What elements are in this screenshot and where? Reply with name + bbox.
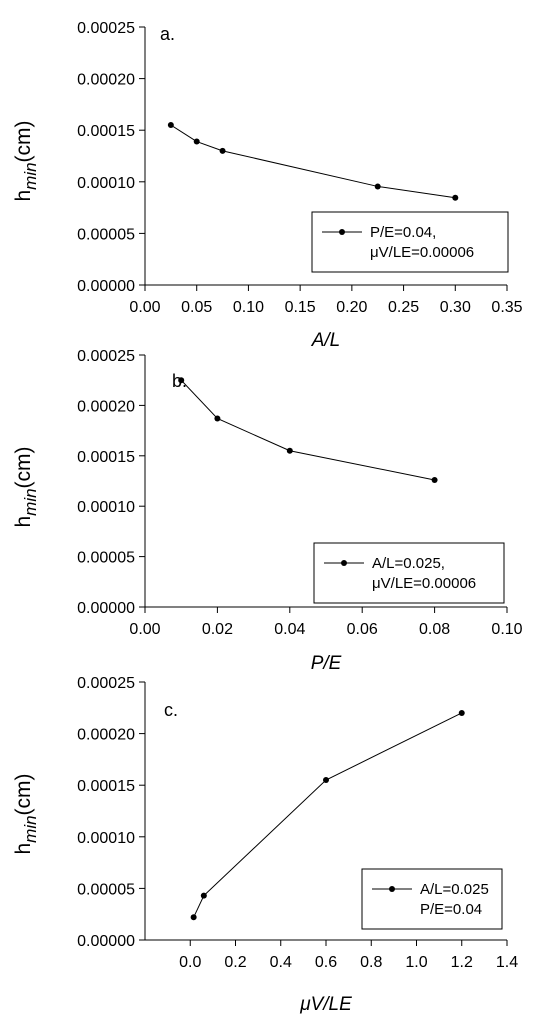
legend-label: μV/LE=0.00006	[372, 575, 476, 592]
series-line	[180, 379, 435, 481]
data-point	[178, 377, 185, 384]
data-point	[431, 476, 438, 483]
legend-label: A/L=0.025	[420, 881, 489, 898]
y-tick-label: 0.00020	[77, 398, 135, 415]
y-tick-label: 0.00000	[77, 600, 135, 617]
x-tick-label: 0.15	[285, 299, 316, 316]
chart-panel-3: 0.00000 0.00005 0.00010 0.00015 0.00020 0.000…	[12, 675, 518, 1015]
x-tick-label: 0.20	[336, 299, 367, 316]
x-tick-label: 0.06	[347, 621, 378, 638]
panel-label: c.	[164, 700, 178, 720]
y-tick-label: 0.00015	[77, 778, 135, 795]
y-tick-label: 0.00010	[77, 499, 135, 516]
legend: A/L=0.025, μV/LE=0.00006	[313, 542, 505, 604]
x-tick-label: 0.25	[388, 299, 419, 316]
data-point	[374, 183, 381, 190]
x-axis-title: μV/LE	[299, 994, 352, 1015]
x-tick-label: 0.2	[224, 954, 246, 971]
x-axis-title: A/L	[311, 330, 341, 351]
legend-box	[311, 211, 509, 273]
y-tick-label: 0.00025	[77, 20, 135, 37]
x-tick-label: 0.10	[233, 299, 264, 316]
x-tick-label: 0.08	[419, 621, 450, 638]
data-point	[219, 147, 226, 154]
x-tick-label: 1.0	[405, 954, 427, 971]
legend-box	[361, 868, 503, 930]
x-tick-label: 0.05	[181, 299, 212, 316]
x-tick-label: 0.8	[360, 954, 382, 971]
y-tick-label: 0.00020	[77, 727, 135, 744]
data-point	[190, 914, 197, 921]
x-tick-label: 0.04	[274, 621, 305, 638]
legend-label: P/E=0.04,	[370, 224, 436, 241]
y-tick-label: 0.00005	[77, 226, 135, 243]
x-tick-label: 1.4	[496, 954, 518, 971]
y-axis-title: hmin(cm)	[12, 773, 40, 854]
chart-panel-2: 0.000000.000050.000100.000150.000200.000…	[12, 348, 523, 674]
y-tick-label: 0.00025	[77, 675, 135, 692]
data-point	[167, 122, 174, 129]
x-tick-label: 0.10	[491, 621, 522, 638]
x-tick-label: 0.0	[179, 954, 201, 971]
x-tick-label: 0.35	[491, 299, 522, 316]
y-tick-label: 0.00000	[77, 278, 135, 295]
legend: A/L=0.025 P/E=0.04	[361, 868, 503, 930]
legend: P/E=0.04, μV/LE=0.00006	[311, 211, 509, 273]
legend-box	[313, 542, 505, 604]
data-point	[452, 194, 459, 201]
x-tick-label: 0.00	[129, 299, 160, 316]
y-tick-label: 0.00025	[77, 348, 135, 365]
data-point	[200, 892, 207, 899]
series-line	[193, 712, 462, 918]
legend-label: P/E=0.04	[420, 901, 482, 918]
y-tick-label: 0.00010	[77, 830, 135, 847]
legend-marker	[389, 886, 395, 892]
x-tick-label: 0.00	[129, 621, 160, 638]
x-tick-label: 0.6	[315, 954, 337, 971]
chart-panel-1: 0.000000.000050.000100.000150.000200.000…	[12, 20, 523, 351]
y-tick-label: 0.00015	[77, 123, 135, 140]
panel-label: a.	[160, 24, 175, 44]
data-point	[193, 138, 200, 145]
y-tick-label: 0.00005	[77, 550, 135, 567]
data-point	[214, 415, 221, 422]
y-tick-label: 0.00010	[77, 175, 135, 192]
x-tick-label: 0.30	[440, 299, 471, 316]
data-point	[323, 777, 329, 784]
legend-marker	[339, 229, 345, 235]
legend-marker	[341, 560, 347, 566]
legend-label: A/L=0.025,	[372, 555, 445, 572]
series-line	[170, 124, 456, 199]
legend-label: μV/LE=0.00006	[370, 244, 474, 261]
y-axis-title: hmin(cm)	[12, 446, 40, 527]
data-point	[458, 709, 465, 716]
x-tick-label: 0.02	[202, 621, 233, 638]
x-tick-label: 0.4	[270, 954, 292, 971]
data-point	[286, 447, 293, 454]
y-axis-title: hmin(cm)	[12, 120, 40, 201]
y-tick-label: 0.00000	[77, 933, 135, 950]
y-tick-label: 0.00005	[77, 881, 135, 898]
y-tick-label: 0.00015	[77, 449, 135, 466]
x-tick-label: 1.2	[451, 954, 473, 971]
y-tick-label: 0.00020	[77, 72, 135, 89]
x-axis-title: P/E	[311, 653, 342, 674]
